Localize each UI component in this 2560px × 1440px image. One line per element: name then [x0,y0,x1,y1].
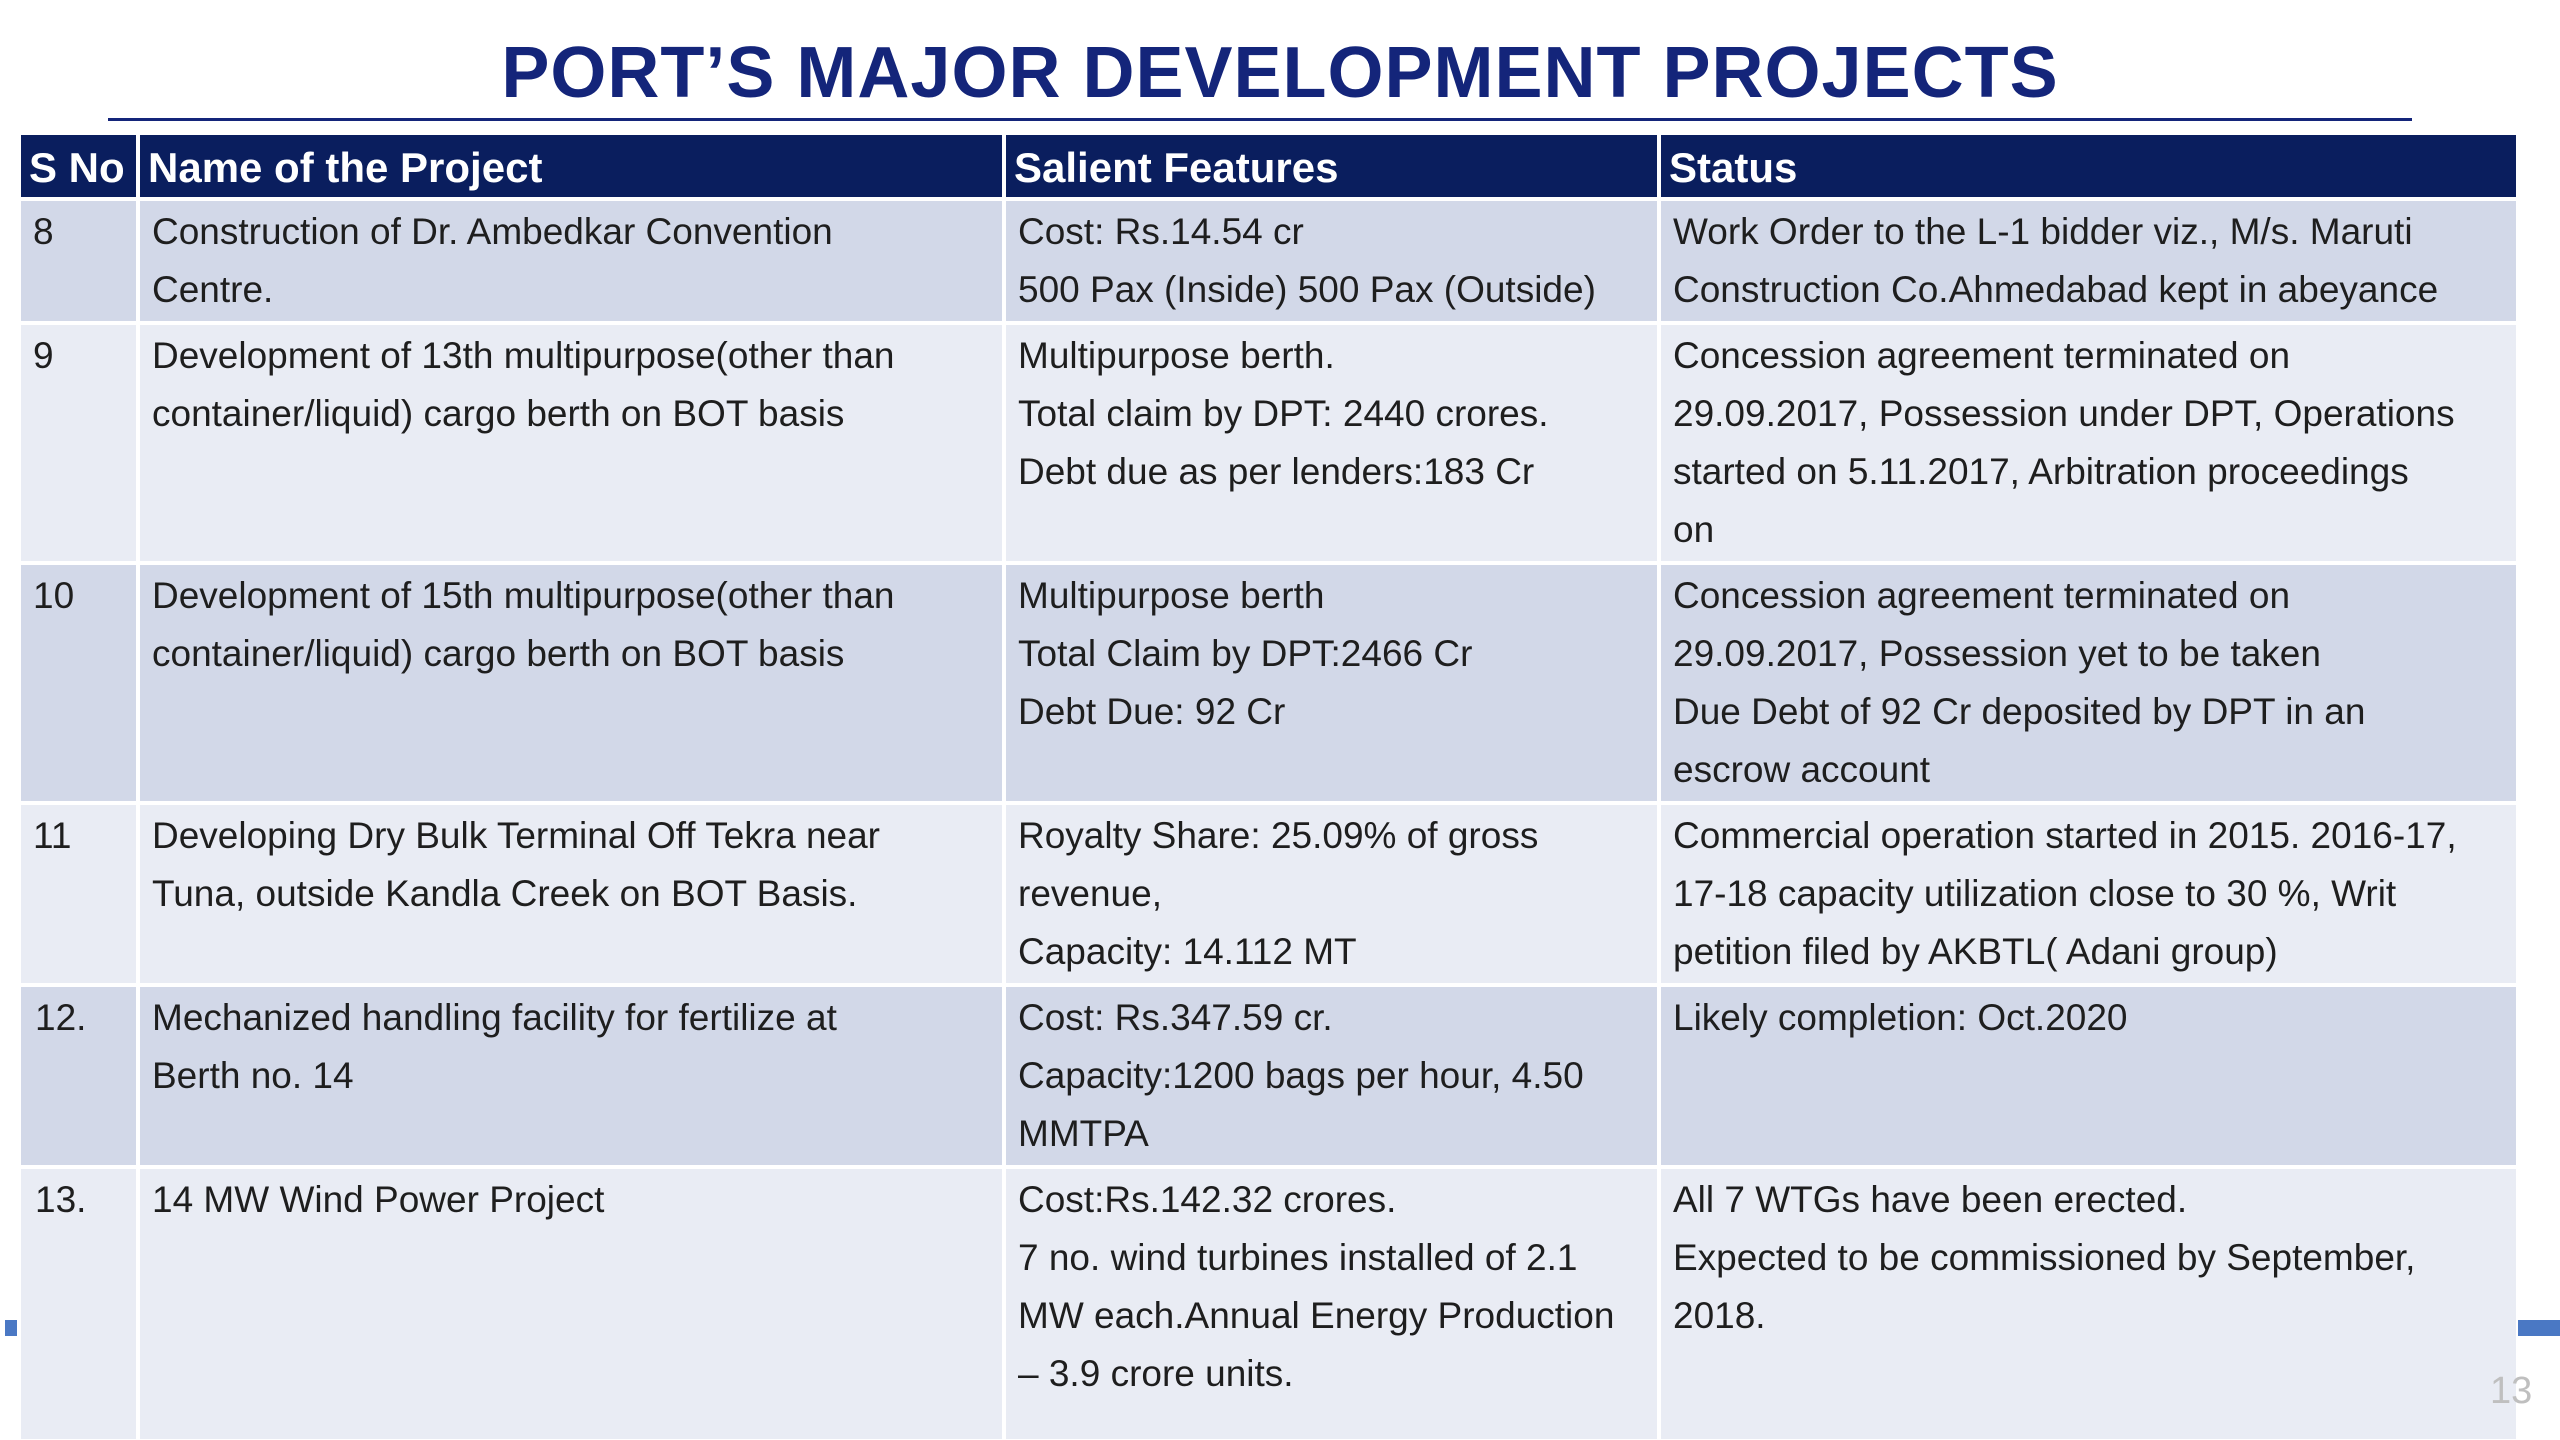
cell-line: MW each.Annual Energy Production [1018,1295,1615,1336]
header-sno: S No [21,135,140,199]
cell-line: 500 Pax (Inside) 500 Pax (Outside) [1018,269,1596,310]
cell-line: Debt Due: 92 Cr [1018,691,1286,732]
cell-line: Debt due as per lenders:183 Cr [1018,451,1535,492]
cell-project-name: Construction of Dr. Ambedkar Convention … [138,197,1006,323]
cell-line: 14 MW Wind Power Project [152,1179,605,1220]
cell-salient-features: Royalty Share: 25.09% of gross revenue, … [1004,801,1661,985]
slide-title: PORT’S MAJOR DEVELOPMENT PROJECTS [501,33,2059,113]
cell-line: Multipurpose berth. [1018,335,1335,376]
cell-project-name: Development of 13th multipurpose(other t… [138,321,1006,563]
cell-status: Likely completion: Oct.2020 [1659,983,2516,1167]
table-row: 10 Development of 15th multipurpose(othe… [21,561,2516,803]
cell-line: Construction Co.Ahmedabad kept in abeyan… [1673,269,2439,310]
cell-salient-features: Multipurpose berth Total Claim by DPT:24… [1004,561,1661,803]
slide-number: 13 [2490,1370,2533,1412]
cell-line: 29.09.2017, Possession under DPT, Operat… [1673,393,2455,434]
cell-line: Royalty Share: 25.09% of gross [1018,815,1539,856]
cell-status: Concession agreement terminated on 29.09… [1659,321,2516,563]
cell-project-name: Mechanized handling facility for fertili… [138,983,1006,1167]
cell-line: Likely completion: Oct.2020 [1673,997,2128,1038]
cell-line: petition filed by AKBTL( Adani group) [1673,931,2278,972]
cell-line: Construction of Dr. Ambedkar Convention [152,211,833,252]
cell-salient-features: Cost: Rs.347.59 cr. Capacity:1200 bags p… [1004,983,1661,1167]
cell-status: All 7 WTGs have been erected. Expected t… [1659,1165,2516,1439]
cell-line: 7 no. wind turbines installed of 2.1 [1018,1237,1578,1278]
cell-line: container/liquid) cargo berth on BOT bas… [152,393,845,434]
table-header-row: S No Name of the Project Salient Feature… [21,135,2516,199]
cell-line: Total Claim by DPT:2466 Cr [1018,633,1473,674]
cell-sno: 11 [21,801,140,985]
cell-line: Concession agreement terminated on [1673,575,2291,616]
cell-line: Total claim by DPT: 2440 crores. [1018,393,1549,434]
table-row: 11 Developing Dry Bulk Terminal Off Tekr… [21,801,2516,985]
cell-line: Work Order to the L-1 bidder viz., M/s. … [1673,211,2413,252]
cell-sno: 8 [21,197,140,323]
cell-line: escrow account [1673,749,1931,790]
table-row: 13. 14 MW Wind Power Project Cost:Rs.142… [21,1165,2516,1439]
title-underline [108,118,2412,121]
cell-line: Tuna, outside Kandla Creek on BOT Basis. [152,873,858,914]
cell-status: Work Order to the L-1 bidder viz., M/s. … [1659,197,2516,323]
cell-line: Development of 15th multipurpose(other t… [152,575,895,616]
cell-line: Capacity:1200 bags per hour, 4.50 [1018,1055,1584,1096]
cell-line: – 3.9 crore units. [1018,1353,1294,1394]
cell-sno: 9 [21,321,140,563]
cell-line: 29.09.2017, Possession yet to be taken [1673,633,2321,674]
table-row: 8 Construction of Dr. Ambedkar Conventio… [21,197,2516,323]
cell-status: Commercial operation started in 2015. 20… [1659,801,2516,985]
header-status: Status [1659,135,2516,199]
cell-line: MMTPA [1018,1113,1149,1154]
cell-salient-features: Cost:Rs.142.32 crores. 7 no. wind turbin… [1004,1165,1661,1439]
cell-line: Multipurpose berth [1018,575,1325,616]
cell-sno: 10 [21,561,140,803]
cell-sno: 12. [21,983,140,1167]
cell-line: Development of 13th multipurpose(other t… [152,335,895,376]
cell-salient-features: Cost: Rs.14.54 cr 500 Pax (Inside) 500 P… [1004,197,1661,323]
cell-salient-features: Multipurpose berth. Total claim by DPT: … [1004,321,1661,563]
cell-line: Expected to be commissioned by September… [1673,1237,2416,1278]
header-project-name: Name of the Project [138,135,1006,199]
cell-line: Mechanized handling facility for fertili… [152,997,837,1038]
cell-project-name: 14 MW Wind Power Project [138,1165,1006,1439]
projects-table: S No Name of the Project Salient Feature… [21,135,2516,1439]
cell-line: Commercial operation started in 2015. 20… [1673,815,2457,856]
table-row: 12. Mechanized handling facility for fer… [21,983,2516,1167]
cell-line: Developing Dry Bulk Terminal Off Tekra n… [152,815,881,856]
cell-line: Cost: Rs.14.54 cr [1018,211,1304,252]
cell-line: Centre. [152,269,274,310]
cell-line: Concession agreement terminated on [1673,335,2291,376]
right-edge-marker [2518,1320,2560,1336]
cell-line: 17-18 capacity utilization close to 30 %… [1673,873,2397,914]
cell-line: All 7 WTGs have been erected. [1673,1179,2188,1220]
cell-line: Capacity: 14.112 MT [1018,931,1357,972]
cell-status: Concession agreement terminated on 29.09… [1659,561,2516,803]
cell-project-name: Development of 15th multipurpose(other t… [138,561,1006,803]
cell-line: on [1673,509,1715,550]
left-edge-marker [5,1320,17,1336]
cell-project-name: Developing Dry Bulk Terminal Off Tekra n… [138,801,1006,985]
cell-line: Cost: Rs.347.59 cr. [1018,997,1333,1038]
cell-sno: 13. [21,1165,140,1439]
cell-line: Berth no. 14 [152,1055,354,1096]
cell-line: 2018. [1673,1295,1766,1336]
cell-line: revenue, [1018,873,1162,914]
cell-line: started on 5.11.2017, Arbitration procee… [1673,451,2409,492]
cell-line: container/liquid) cargo berth on BOT bas… [152,633,845,674]
cell-line: Cost:Rs.142.32 crores. [1018,1179,1397,1220]
cell-line: Due Debt of 92 Cr deposited by DPT in an [1673,691,2366,732]
header-salient-features: Salient Features [1004,135,1661,199]
table-row: 9 Development of 13th multipurpose(other… [21,321,2516,563]
